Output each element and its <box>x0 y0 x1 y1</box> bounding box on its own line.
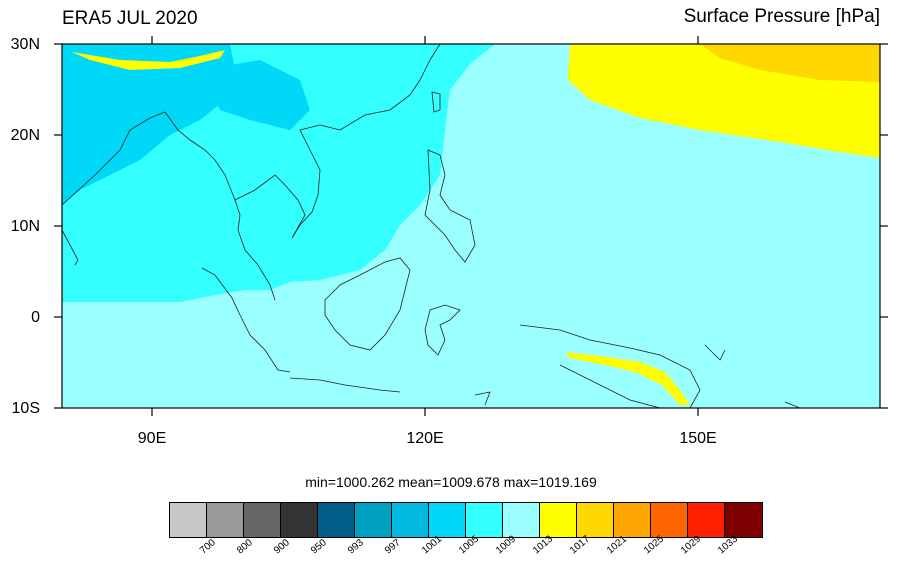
lat-label-0: 0 <box>31 309 40 326</box>
colorbar <box>169 502 763 538</box>
map-title: ERA5 JUL 2020 <box>62 8 198 29</box>
colorbar-swatch <box>170 503 207 537</box>
coastlines <box>62 44 801 408</box>
colorbar-swatch <box>355 503 392 537</box>
himalaya-high <box>72 50 225 70</box>
pacific-high-core <box>700 44 880 82</box>
colorbar-swatch <box>540 503 577 537</box>
colorbar-swatch <box>466 503 503 537</box>
lat-label-30n: 30N <box>10 36 40 53</box>
colorbar-swatch <box>244 503 281 537</box>
lat-label-20n: 20N <box>10 127 40 144</box>
lon-label-90e: 90E <box>137 430 167 447</box>
colorbar-swatch <box>207 503 244 537</box>
colorbar-swatch <box>318 503 355 537</box>
axis-ticks <box>54 36 888 416</box>
colorbar-swatch <box>429 503 466 537</box>
new-guinea-high <box>565 352 690 405</box>
lon-label-150e: 150E <box>679 430 717 447</box>
colorbar-swatch <box>281 503 318 537</box>
colorbar-swatch <box>688 503 725 537</box>
colorbar-swatch <box>651 503 688 537</box>
stats-line: min=1000.262 mean=1009.678 max=1019.169 <box>305 474 597 490</box>
colorbar-swatch <box>577 503 614 537</box>
variable-title: Surface Pressure [hPa] <box>683 6 880 27</box>
colorbar-swatch <box>503 503 540 537</box>
lon-label-120e: 120E <box>406 430 444 447</box>
lat-label-10n: 10N <box>10 218 40 235</box>
colorbar-swatch <box>392 503 429 537</box>
lat-label-10s: 10S <box>11 400 40 417</box>
colorbar-swatch <box>614 503 651 537</box>
deeper-low-patch <box>200 60 310 130</box>
colorbar-swatch <box>725 503 762 537</box>
